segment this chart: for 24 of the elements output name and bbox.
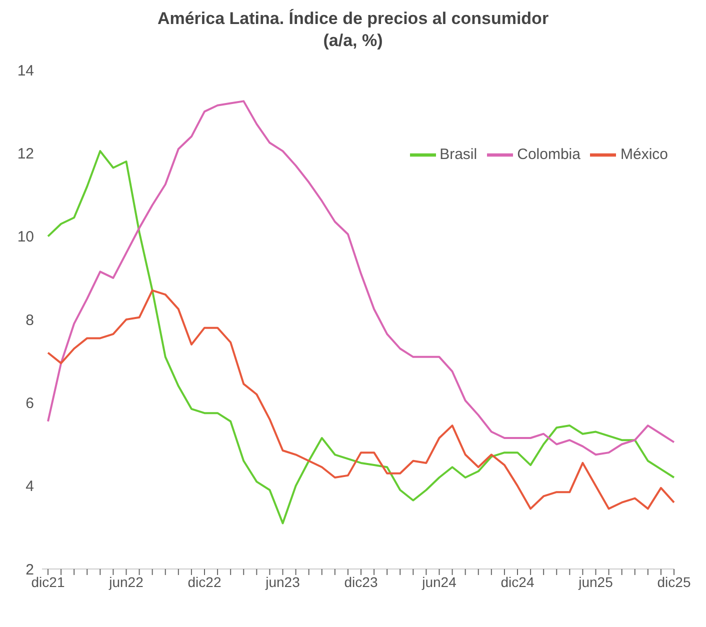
y-tick-label: 10 (17, 228, 34, 246)
x-tick-label: dic24 (500, 574, 534, 590)
legend-label: México (620, 146, 668, 163)
x-tick-label: jun23 (264, 574, 300, 590)
x-tick-label: jun24 (421, 574, 457, 590)
y-tick-label: 2 (26, 561, 34, 578)
chart-title: América Latina. Índice de precios al consumidor (156, 8, 550, 30)
line-series (47, 150, 675, 524)
legend-label: Colombia (517, 146, 580, 163)
x-tick-label: jun22 (108, 574, 144, 590)
y-tick-label: 6 (26, 394, 34, 412)
legend-label: Brasil (440, 146, 478, 163)
y-tick-label: 12 (17, 145, 34, 162)
line-series (47, 100, 675, 456)
x-tick-label: dic21 (31, 574, 65, 590)
x-tick-label: dic22 (188, 574, 222, 590)
x-tick-label: jun25 (578, 574, 614, 590)
line-series (47, 289, 675, 510)
y-tick-label: 8 (26, 312, 34, 329)
chart-subtitle: (a/a, %) (322, 30, 384, 52)
y-tick-label: 14 (17, 62, 34, 80)
y-tick-label: 4 (26, 478, 34, 496)
x-tick-label: dic25 (657, 574, 691, 590)
x-tick-label: dic23 (344, 574, 378, 590)
